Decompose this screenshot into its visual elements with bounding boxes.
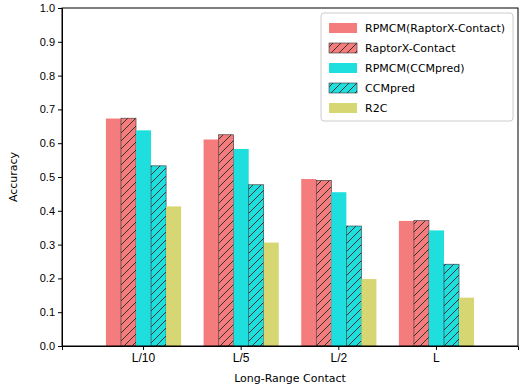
bar-series bbox=[166, 206, 474, 346]
y-tick-label: 0.2 bbox=[40, 272, 55, 284]
bars bbox=[106, 118, 474, 346]
y-tick-label: 1.0 bbox=[40, 2, 55, 14]
y-tick-mark bbox=[58, 278, 62, 279]
y-tick: 1.0 bbox=[40, 2, 62, 14]
y-tick-mark bbox=[58, 8, 62, 9]
y-tick-label: 0.4 bbox=[40, 205, 55, 217]
bar bbox=[301, 179, 316, 346]
x-axis-title: Long-Range Contact bbox=[234, 372, 346, 385]
bar bbox=[136, 130, 151, 346]
bar bbox=[316, 180, 331, 346]
x-tick-mark bbox=[241, 346, 242, 350]
legend-item: RaptorX-Contact bbox=[329, 42, 456, 55]
legend-item: R2C bbox=[329, 102, 388, 115]
y-tick-label: 0.0 bbox=[40, 340, 55, 352]
bar bbox=[361, 279, 376, 346]
x-tick: L/5 bbox=[233, 346, 250, 365]
chart: 0.0 0.1 0.2 0.3 0.4 0.5 0.6 0.7 0.8 0.9 1.0 L/10 L/5… bbox=[0, 0, 526, 388]
x-axis-line bbox=[63, 347, 519, 351]
y-tick: 0.4 bbox=[40, 205, 62, 217]
bar bbox=[166, 206, 181, 346]
x-tick: L/2 bbox=[330, 346, 347, 365]
bar bbox=[459, 298, 474, 346]
legend-swatch bbox=[329, 103, 357, 113]
y-tick: 0.2 bbox=[40, 272, 62, 284]
y-tick: 0.9 bbox=[40, 36, 62, 48]
x-tick: L/10 bbox=[132, 346, 156, 365]
x-tick: L bbox=[433, 346, 440, 365]
y-tick: 0.7 bbox=[40, 103, 62, 115]
x-axis: L/10 L/5 L/2 L bbox=[63, 346, 519, 365]
x-tick-mark bbox=[436, 346, 437, 350]
bar bbox=[219, 135, 234, 346]
bar bbox=[204, 139, 219, 346]
bar bbox=[444, 264, 459, 346]
y-tick-label: 0.6 bbox=[40, 137, 55, 149]
y-tick-mark bbox=[58, 177, 62, 178]
bar bbox=[234, 149, 249, 346]
legend-swatch bbox=[329, 83, 357, 93]
legend-label: R2C bbox=[365, 102, 388, 115]
y-tick-label: 0.1 bbox=[40, 306, 55, 318]
bar-series bbox=[136, 130, 444, 346]
x-tick-label: L/2 bbox=[330, 351, 347, 365]
y-tick-mark bbox=[58, 346, 62, 347]
y-tick-label: 0.8 bbox=[40, 70, 55, 82]
bar bbox=[249, 185, 264, 346]
y-tick-mark bbox=[58, 245, 62, 246]
legend-box bbox=[321, 13, 513, 121]
y-tick-mark bbox=[58, 109, 62, 110]
legend-item: RPMCM(RaptorX-Contact) bbox=[329, 22, 505, 35]
y-tick-mark bbox=[58, 76, 62, 77]
legend-label: CCMpred bbox=[365, 82, 415, 95]
legend-item: RPMCM(CCMpred) bbox=[329, 62, 464, 75]
legend-item: CCMpred bbox=[329, 82, 415, 95]
legend-swatch bbox=[329, 23, 357, 33]
legend-swatch bbox=[329, 43, 357, 53]
y-tick-label: 0.5 bbox=[40, 171, 55, 183]
bar bbox=[399, 221, 414, 346]
y-tick: 0.3 bbox=[40, 239, 62, 251]
plot: 0.0 0.1 0.2 0.3 0.4 0.5 0.6 0.7 0.8 0.9 1.0 L/10 L/5… bbox=[40, 2, 519, 365]
y-tick: 0.5 bbox=[40, 171, 62, 183]
y-axis-title: Accuracy bbox=[7, 151, 20, 202]
y-tick: 0.0 bbox=[40, 340, 62, 352]
bar bbox=[331, 192, 346, 346]
bar bbox=[106, 119, 121, 346]
legend: RPMCM(RaptorX-Contact) RaptorX-Contact RPM… bbox=[321, 13, 513, 121]
bar-series bbox=[151, 166, 459, 346]
y-axis: 0.0 0.1 0.2 0.3 0.4 0.5 0.6 0.7 0.8 0.9 1.0 bbox=[40, 2, 63, 352]
y-tick-label: 0.3 bbox=[40, 239, 55, 251]
legend-label: RPMCM(RaptorX-Contact) bbox=[365, 22, 505, 35]
legend-label: RaptorX-Contact bbox=[365, 42, 456, 55]
y-tick-mark bbox=[58, 312, 62, 313]
bar bbox=[121, 118, 136, 346]
bar-series bbox=[106, 119, 414, 346]
y-tick: 0.6 bbox=[40, 137, 62, 149]
y-tick-label: 0.7 bbox=[40, 103, 55, 115]
bar bbox=[414, 221, 429, 346]
y-tick-mark bbox=[58, 143, 62, 144]
x-tick-label: L bbox=[433, 351, 440, 365]
y-axis-line bbox=[58, 9, 63, 347]
bar bbox=[151, 166, 166, 346]
plot-frame bbox=[62, 8, 518, 346]
x-tick-mark bbox=[338, 346, 339, 350]
legend-swatch bbox=[329, 63, 357, 73]
y-tick-mark bbox=[58, 211, 62, 212]
x-tick-label: L/10 bbox=[132, 351, 156, 365]
bar bbox=[429, 230, 444, 346]
legend-label: RPMCM(CCMpred) bbox=[365, 62, 464, 75]
bar bbox=[264, 243, 279, 346]
y-tick-label: 0.9 bbox=[40, 36, 55, 48]
bar bbox=[346, 226, 361, 346]
x-tick-mark bbox=[143, 346, 144, 350]
y-tick: 0.8 bbox=[40, 70, 62, 82]
y-tick: 0.1 bbox=[40, 306, 62, 318]
bar-series bbox=[121, 118, 429, 346]
y-tick-mark bbox=[58, 42, 62, 43]
x-tick-label: L/5 bbox=[233, 351, 250, 365]
